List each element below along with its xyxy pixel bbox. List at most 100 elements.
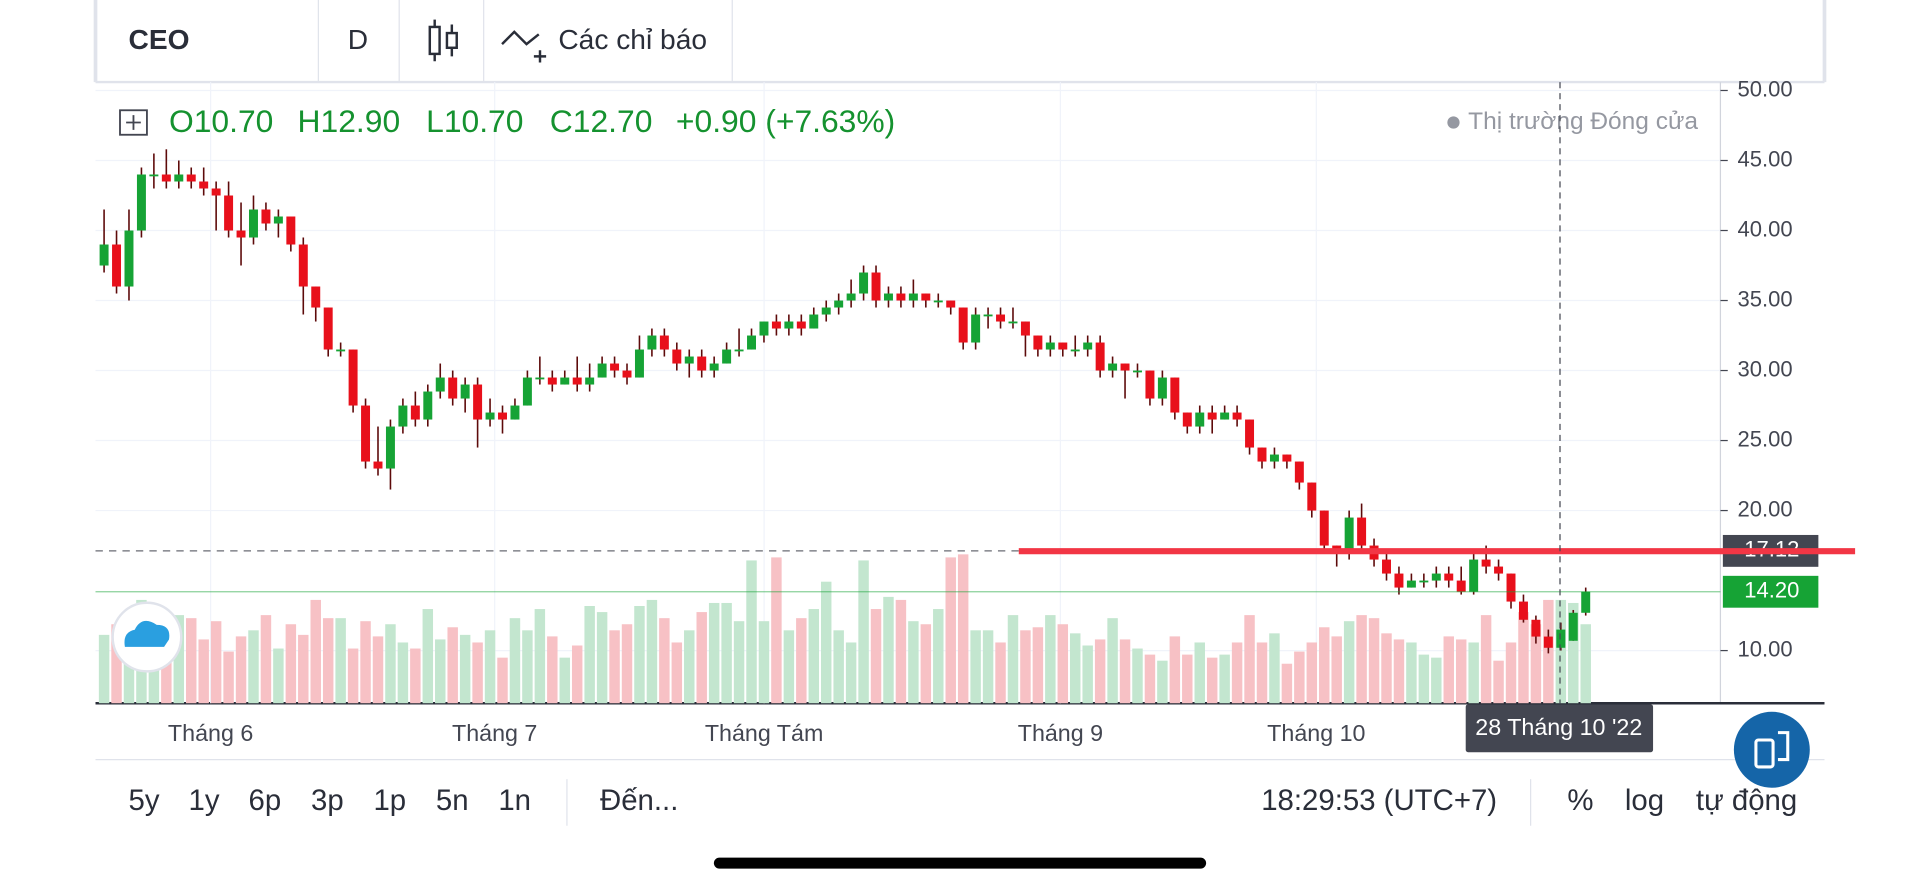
range[interactable]: 6p — [249, 784, 282, 817]
volume-bar — [347, 648, 359, 704]
candle-body — [896, 293, 906, 301]
indicator-icon[interactable] — [501, 30, 547, 63]
volume-bar — [435, 639, 446, 704]
candle-body — [1070, 349, 1080, 352]
log-toggle[interactable]: log — [1625, 784, 1664, 817]
candle-icon[interactable] — [428, 19, 458, 62]
candle-body — [1406, 580, 1416, 588]
range[interactable]: 1y — [189, 784, 220, 817]
expand-icon[interactable] — [126, 115, 141, 130]
volume-bar — [1393, 639, 1405, 704]
volume-bar — [746, 560, 757, 704]
toolbar: 5y 1y 6p 3p 1p 5n 1n Đến... 18:29:53 (UT… — [129, 779, 1797, 826]
volume-bar — [1381, 633, 1392, 704]
x-tick-label: Tháng 10 — [1267, 720, 1365, 746]
volume-bar — [1244, 615, 1255, 704]
volume-bar — [522, 630, 533, 704]
candle-body — [1294, 461, 1304, 483]
y-tick-label: 50.00 — [1738, 76, 1793, 101]
volume-bar — [571, 645, 583, 704]
volume-bar — [322, 618, 334, 704]
volume-bar — [621, 624, 633, 704]
range[interactable]: 1n — [498, 784, 531, 817]
candle-body — [659, 335, 669, 350]
volume-bar — [870, 609, 882, 704]
volume-bar — [98, 634, 110, 704]
candle-body — [634, 349, 644, 378]
volume-bar — [1319, 627, 1330, 704]
candle-body — [1095, 342, 1105, 371]
volume-bar — [148, 642, 160, 704]
ticker[interactable]: CEO — [129, 23, 190, 55]
volume-bar — [447, 627, 458, 704]
volume-bar — [1443, 636, 1454, 704]
crosshair-label-box — [1465, 704, 1654, 753]
range[interactable]: 1p — [373, 784, 406, 817]
candle-body — [709, 363, 719, 371]
volume-bar — [733, 621, 745, 704]
volume-bar — [459, 634, 471, 704]
range[interactable]: 5y — [129, 784, 160, 817]
volume-bar — [820, 581, 832, 704]
candle-body — [859, 272, 869, 294]
volume-bar — [210, 621, 222, 704]
volume-bar — [895, 599, 907, 704]
volume-bar — [235, 636, 247, 704]
volume-bar — [1094, 639, 1106, 704]
expand-icon[interactable] — [119, 109, 148, 136]
range[interactable]: 5n — [436, 784, 469, 817]
volume-bar — [111, 624, 122, 704]
volume-bar — [1568, 602, 1579, 704]
volume-bar — [1281, 663, 1293, 704]
volume-bar — [1182, 654, 1193, 704]
volume-bar — [1256, 642, 1268, 704]
candle-body — [1556, 629, 1566, 648]
auto-toggle[interactable]: tự động — [1696, 784, 1797, 817]
candle-body — [597, 363, 607, 378]
volume-bar — [509, 618, 521, 704]
goto[interactable]: Đến... — [600, 784, 678, 817]
candle-body — [1245, 419, 1255, 448]
volume-bar — [1306, 642, 1318, 704]
percent-toggle[interactable]: % — [1567, 784, 1593, 817]
clock: 18:29:53 (UTC+7) — [1261, 784, 1497, 817]
volume-bar — [534, 609, 546, 704]
candle-body — [1581, 591, 1591, 613]
candle-body — [435, 377, 445, 392]
candle-body — [1506, 573, 1516, 602]
candle-body — [734, 349, 744, 352]
candle-body — [498, 412, 507, 420]
volume-bar — [933, 609, 944, 704]
y-tick-label: 45.00 — [1738, 146, 1793, 171]
interval[interactable]: D — [348, 23, 368, 55]
candle-body — [1456, 580, 1466, 592]
volume-bar — [945, 557, 956, 704]
candle-body — [834, 300, 844, 308]
candle-body — [398, 405, 408, 427]
volume-bar — [1294, 651, 1305, 704]
volume-bar — [1468, 642, 1479, 704]
volume-bar — [310, 599, 321, 704]
candle-body — [112, 244, 122, 287]
candle-body — [1207, 412, 1217, 420]
candle-body — [1058, 342, 1068, 350]
volume-bar — [1007, 615, 1019, 704]
candle-body — [933, 300, 943, 303]
candle-body — [672, 349, 682, 364]
candle-body — [1543, 636, 1553, 648]
candle-body — [1083, 342, 1093, 350]
range[interactable]: 3p — [311, 784, 344, 817]
volume-bar — [1057, 624, 1069, 704]
volume-bar — [1219, 654, 1230, 704]
candle-body — [547, 377, 557, 385]
volume-bar — [198, 639, 209, 704]
candle-body — [821, 307, 831, 315]
legend-low: L10.70 — [426, 103, 523, 139]
volume-bar — [248, 630, 259, 704]
candle-body — [1120, 363, 1130, 371]
volume-bar — [223, 651, 234, 704]
volume-bar — [659, 618, 670, 704]
volume-bar — [472, 642, 483, 704]
indicators[interactable]: Các chỉ báo — [558, 23, 707, 55]
